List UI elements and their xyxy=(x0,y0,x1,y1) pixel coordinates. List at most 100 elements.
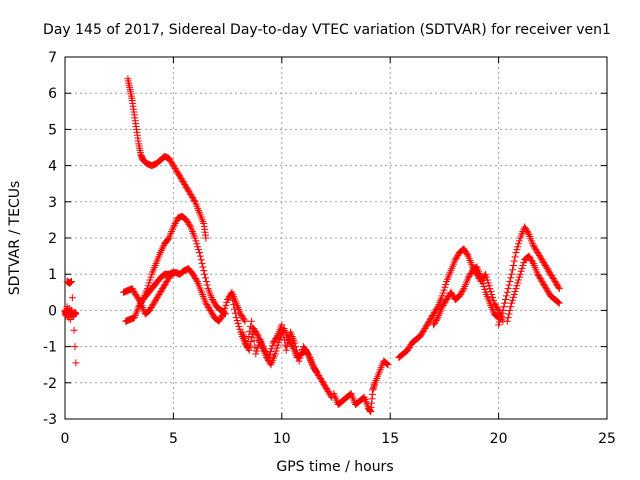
data-point xyxy=(421,325,429,332)
data-point xyxy=(346,390,354,398)
data-point xyxy=(205,304,213,312)
data-point xyxy=(515,276,523,284)
data-point xyxy=(231,309,239,317)
data-point xyxy=(555,285,563,293)
data-point xyxy=(154,292,162,300)
data-point xyxy=(545,289,553,297)
data-point xyxy=(274,341,282,349)
data-point xyxy=(292,343,300,351)
data-point xyxy=(241,334,249,342)
data-point xyxy=(231,305,239,313)
y-tick-label: 5 xyxy=(48,122,57,138)
data-point xyxy=(521,223,529,231)
data-point xyxy=(202,299,210,307)
data-point xyxy=(279,326,287,334)
y-tick-label: 6 xyxy=(48,86,57,102)
data-point xyxy=(543,264,551,272)
data-point xyxy=(513,282,521,290)
data-point xyxy=(420,326,428,334)
data-point xyxy=(532,246,540,254)
data-point xyxy=(280,331,288,339)
data-point xyxy=(235,322,243,330)
data-point xyxy=(240,331,248,339)
y-tick-label: -1 xyxy=(43,340,57,356)
data-point xyxy=(164,235,172,243)
data-point xyxy=(246,342,254,350)
data-point xyxy=(296,354,304,362)
data-point xyxy=(456,290,464,298)
data-point xyxy=(243,343,251,351)
data-point xyxy=(433,315,441,323)
data-point xyxy=(316,373,324,381)
data-point xyxy=(458,288,466,296)
data-point xyxy=(245,346,253,354)
data-point xyxy=(133,292,141,300)
data-point xyxy=(460,245,468,253)
data-point xyxy=(495,318,503,326)
data-point xyxy=(275,338,283,346)
data-point xyxy=(539,279,547,287)
data-point xyxy=(169,160,177,168)
data-point xyxy=(499,306,507,314)
data-point xyxy=(165,154,173,162)
data-point xyxy=(158,245,166,253)
data-point xyxy=(430,310,438,318)
data-point xyxy=(463,249,471,257)
data-point xyxy=(515,237,523,245)
data-point xyxy=(205,305,213,313)
data-point xyxy=(452,254,460,262)
data-point xyxy=(491,301,499,309)
data-point xyxy=(192,237,200,245)
data-point xyxy=(310,364,318,372)
data-point xyxy=(168,159,176,167)
data-point xyxy=(418,329,426,337)
data-point xyxy=(150,299,158,307)
data-point xyxy=(303,348,311,356)
data-point xyxy=(132,290,140,298)
data-point xyxy=(220,307,228,315)
data-point xyxy=(480,283,488,291)
data-point xyxy=(427,314,435,322)
data-point xyxy=(430,321,438,329)
data-point xyxy=(144,282,152,290)
data-point xyxy=(197,256,205,264)
data-point xyxy=(273,333,281,341)
data-point xyxy=(547,272,555,280)
data-point xyxy=(495,321,503,329)
data-point xyxy=(454,251,462,259)
data-point xyxy=(218,313,226,321)
data-point xyxy=(206,306,214,314)
data-point xyxy=(248,333,256,341)
data-point xyxy=(176,173,184,181)
data-point xyxy=(155,290,163,298)
data-point xyxy=(448,290,456,298)
data-point xyxy=(177,175,185,183)
data-point xyxy=(489,293,497,301)
data-point xyxy=(293,350,301,358)
data-point xyxy=(179,178,187,186)
data-point xyxy=(438,303,446,311)
data-point xyxy=(169,162,177,170)
data-point xyxy=(508,296,516,304)
data-point xyxy=(182,183,190,191)
data-point xyxy=(283,343,291,351)
data-point xyxy=(505,281,513,289)
data-point xyxy=(515,273,523,281)
data-point xyxy=(482,270,490,278)
data-point xyxy=(219,310,227,318)
data-point xyxy=(297,351,305,359)
data-point xyxy=(492,302,500,310)
data-point xyxy=(129,286,137,294)
series-late xyxy=(495,223,563,329)
data-point xyxy=(196,252,204,260)
data-point xyxy=(175,172,183,180)
data-point xyxy=(192,276,200,284)
data-point xyxy=(128,285,136,293)
data-point xyxy=(181,180,189,188)
data-point xyxy=(542,285,550,293)
data-point xyxy=(193,240,201,248)
data-point xyxy=(192,275,200,283)
data-point xyxy=(131,289,139,297)
data-point xyxy=(384,361,392,369)
data-point xyxy=(252,329,260,337)
